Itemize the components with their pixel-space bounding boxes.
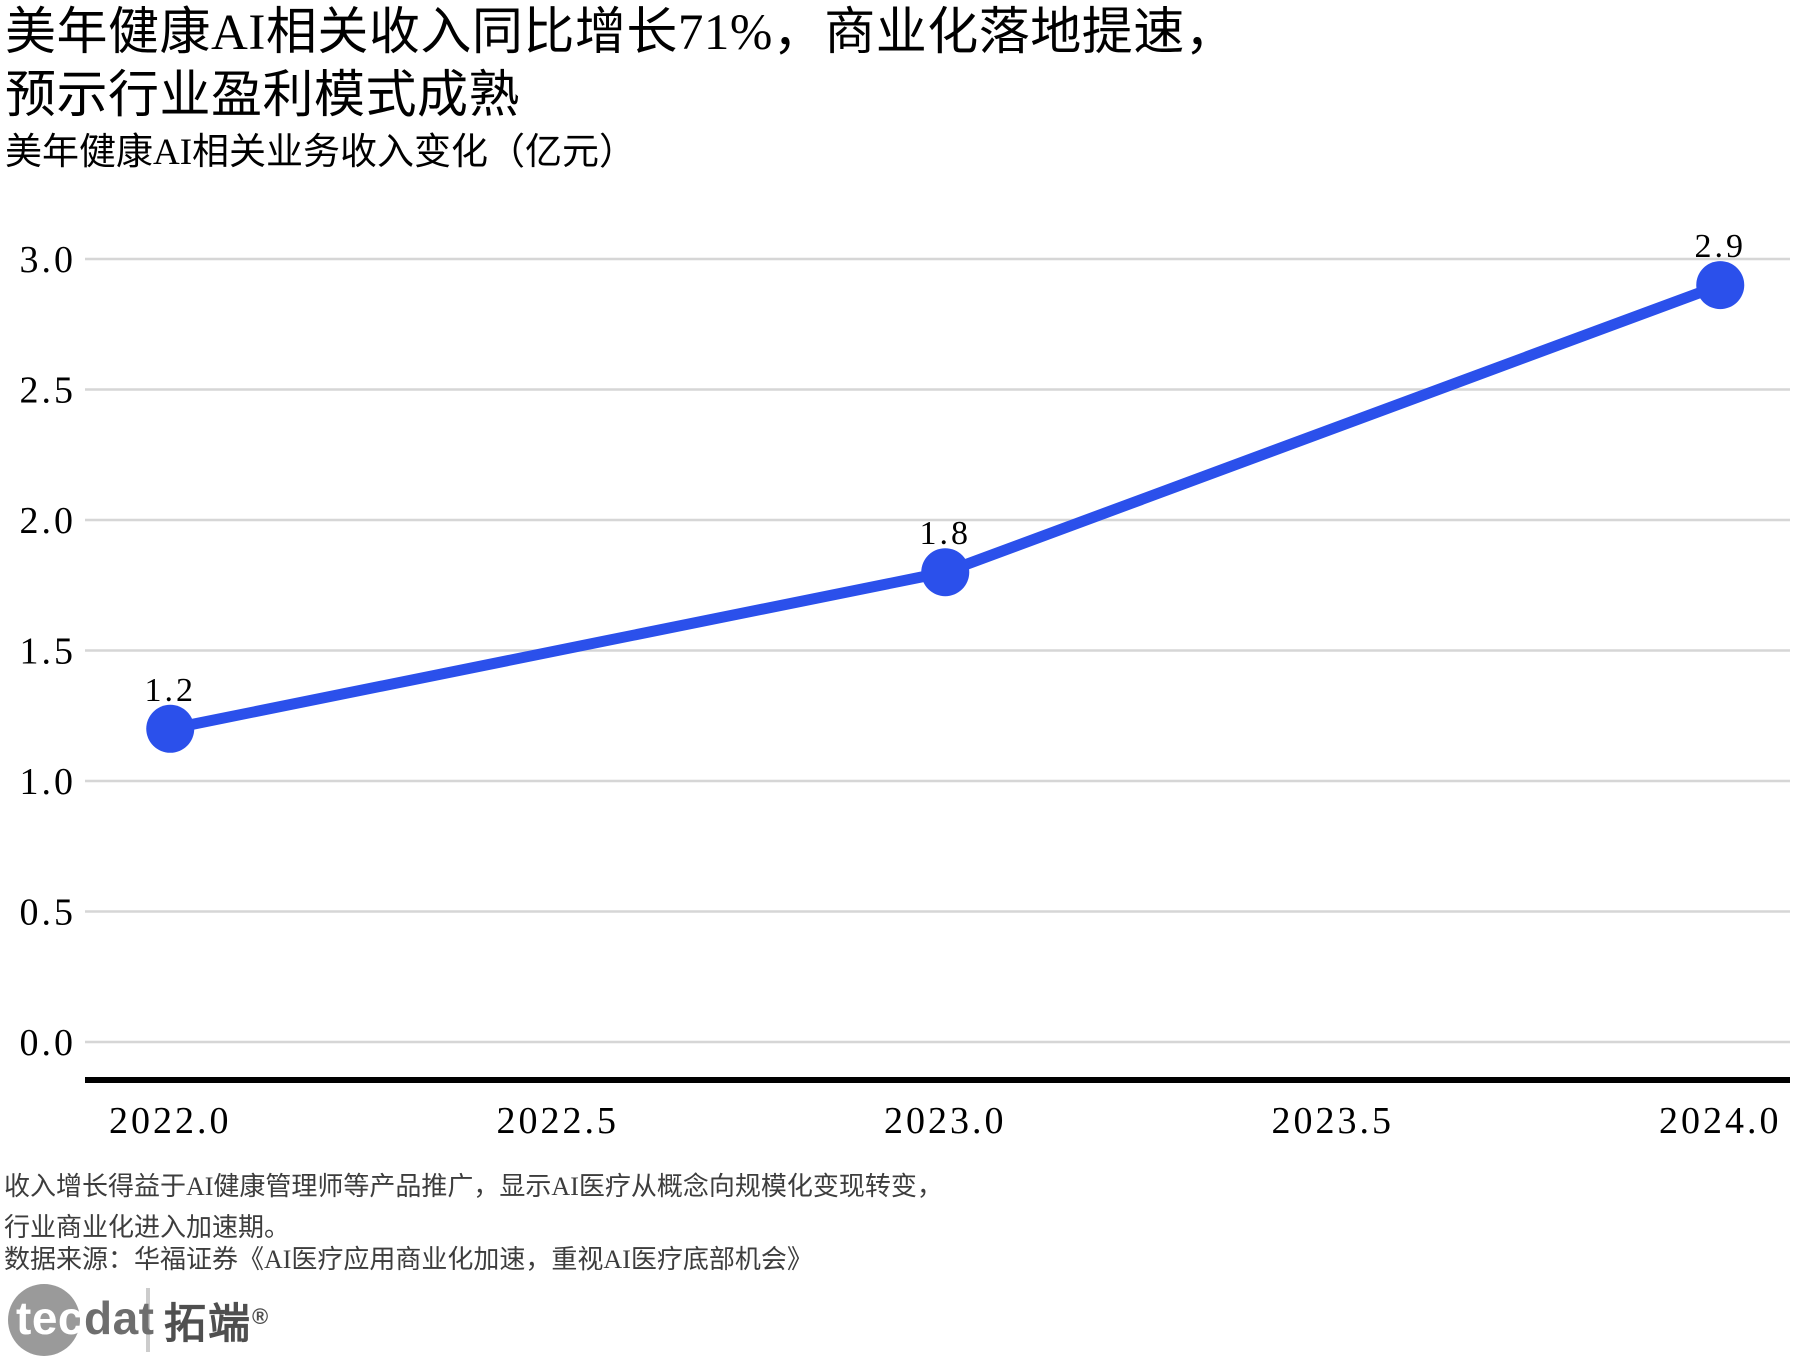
y-tick-label: 2.5: [20, 370, 77, 412]
x-tick-label: 2023.0: [884, 1100, 1007, 1142]
registered-trademark-icon: ®: [252, 1303, 271, 1329]
page-title-line-1: 美年健康AI相关收入同比增长71%，商业化落地提速，: [5, 5, 1237, 61]
data-point: [146, 704, 195, 753]
line-chart: 0.0 0.5 1.0 1.5 2.0 2.5 3.0 2022.0 2022.5 2023.0 2…: [20, 228, 1790, 1142]
tecdat-logo: tecdat 拓端®: [8, 1283, 270, 1357]
y-tick-label: 3.0: [20, 239, 77, 281]
logo-mark: tecdat: [8, 1283, 154, 1357]
x-tick-label: 2024.0: [1659, 1100, 1782, 1142]
data-point-label: 1.8: [920, 515, 972, 552]
logo-circle-icon: [8, 1284, 80, 1356]
logo-wordmark: tecdat: [16, 1291, 154, 1345]
logo-tec-text: tec: [16, 1291, 84, 1344]
page-title-line-2: 预示行业盈利模式成熟: [5, 68, 521, 124]
page-title: 美年健康AI相关收入同比增长71%，商业化落地提速， 预示行业盈利模式成熟: [5, 2, 1236, 128]
x-tick-label: 2022.0: [109, 1100, 232, 1142]
logo-dat-text: dat: [83, 1291, 155, 1344]
y-tick-label: 0.0: [20, 1022, 77, 1064]
y-tick-label: 2.0: [20, 500, 77, 542]
x-tick-label: 2022.5: [497, 1100, 620, 1142]
data-point: [1696, 261, 1745, 310]
footer-note-line-2: 行业商业化进入加速期。: [4, 1213, 291, 1242]
footer-note: 收入增长得益于AI健康管理师等产品推广，显示AI医疗从概念向规模化变现转变， 行…: [4, 1166, 943, 1248]
footer-note-line-1: 收入增长得益于AI健康管理师等产品推广，显示AI医疗从概念向规模化变现转变，: [4, 1172, 943, 1201]
logo-cn-text: 拓端®: [164, 1290, 270, 1351]
logo-cn-label: 拓端: [164, 1299, 253, 1347]
y-tick-label: 1.0: [20, 761, 77, 803]
data-point-label: 1.2: [145, 672, 197, 709]
x-tick-label: 2023.5: [1272, 1100, 1395, 1142]
data-point-label: 2.9: [1695, 228, 1747, 265]
chart-subtitle: 美年健康AI相关业务收入变化（亿元）: [5, 132, 637, 173]
logo-divider: [146, 1288, 150, 1352]
footer-source: 数据来源：华福证券《AI医疗应用商业化加速，重视AI医疗底部机会》: [4, 1245, 813, 1274]
data-point: [921, 548, 970, 597]
data-line: [164, 279, 1726, 735]
y-tick-label: 0.5: [20, 892, 77, 934]
y-tick-label: 1.5: [20, 631, 77, 673]
